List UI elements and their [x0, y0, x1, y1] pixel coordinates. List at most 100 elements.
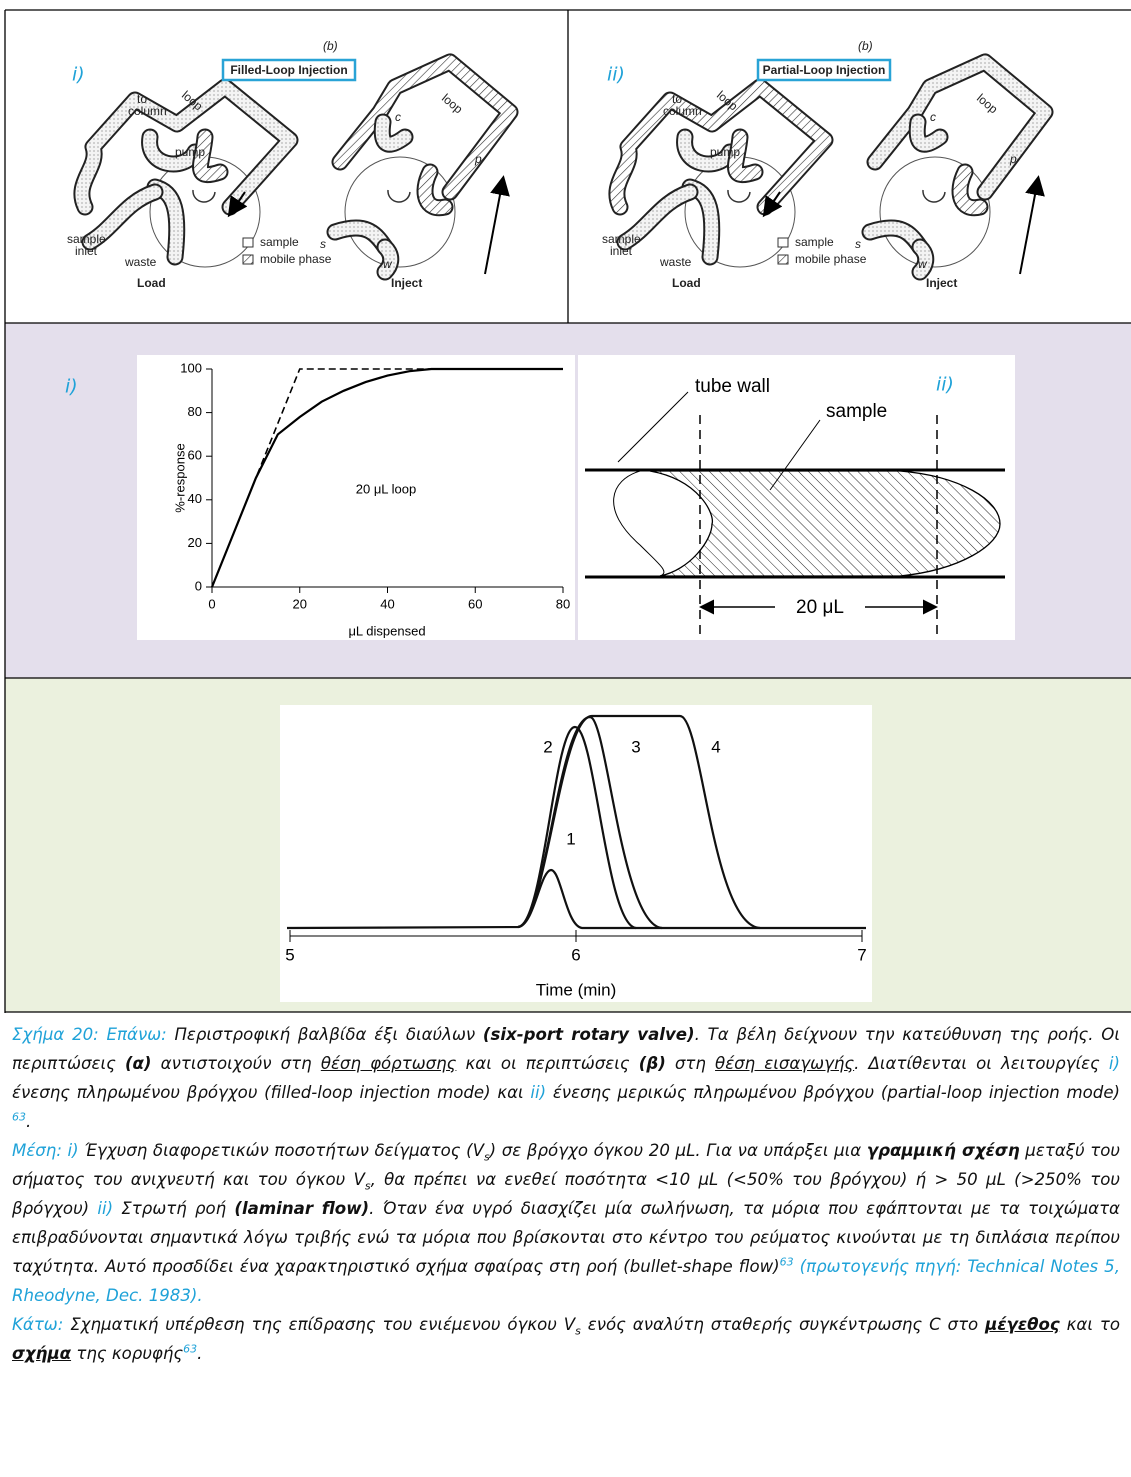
legend-text: sample	[795, 235, 834, 249]
caption-run: αντιστοιχούν στη	[152, 1054, 321, 1073]
caption-run: θέση φόρτωσης	[321, 1054, 457, 1073]
caption: Σχήμα 20: Επάνω: Περιστροφική βαλβίδα έξ…	[12, 1020, 1120, 1368]
caption-run: και οι περιπτώσεις	[456, 1054, 638, 1073]
caption-paragraph: Κάτω: Σχηματική υπέρθεση της επίδρασης τ…	[12, 1310, 1120, 1368]
caption-run: (β)	[639, 1054, 666, 1073]
caption-run: μέγεθος	[985, 1315, 1060, 1334]
waste-label: waste	[659, 255, 692, 269]
inject-label: Inject	[391, 276, 422, 290]
caption-run: Μέση: i)	[12, 1141, 79, 1160]
caption-run: .	[26, 1112, 31, 1131]
panel-label: i)	[65, 376, 78, 398]
caption-paragraph: Σχήμα 20: Επάνω: Περιστροφική βαλβίδα έξ…	[12, 1020, 1120, 1136]
part-label: (b)	[858, 39, 873, 53]
port-c: c	[395, 110, 401, 124]
y-tick-label: 60	[188, 448, 202, 463]
legend-text: sample	[260, 235, 299, 249]
caption-run: Κάτω:	[12, 1315, 63, 1334]
caption-paragraph: Μέση: i) Έγχυση διαφορετικών ποσοτήτων δ…	[12, 1136, 1120, 1310]
caption-run: (laminar flow)	[234, 1199, 369, 1218]
port-s: s	[320, 237, 326, 251]
port-c: c	[930, 110, 936, 124]
legend-swatch	[778, 255, 788, 264]
x-axis-label: Time (min)	[536, 980, 617, 999]
legend-swatch	[243, 255, 253, 264]
port-p: p	[474, 152, 482, 166]
annotation: 20 μL loop	[356, 481, 417, 496]
caption-run: ενός αναλύτη σταθερής συγκέντρωσης C στο	[581, 1315, 985, 1334]
panel-label: ii)	[607, 64, 625, 86]
caption-run: i)	[1109, 1054, 1120, 1073]
image-frame	[137, 355, 575, 640]
caption-run: 63	[780, 1255, 794, 1268]
y-tick-label: 20	[188, 535, 202, 550]
x-tick-label: 60	[468, 596, 482, 611]
legend-swatch	[778, 238, 788, 247]
x-axis-label: μL dispensed	[348, 623, 425, 638]
x-tick-label: 20	[293, 596, 307, 611]
x-tick-label: 7	[857, 945, 866, 964]
caption-run: .	[197, 1344, 202, 1363]
curve-label: 4	[711, 737, 720, 756]
caption-run: στη	[666, 1054, 715, 1073]
caption-run: 63	[12, 1110, 26, 1123]
caption-run: ii)	[530, 1083, 546, 1102]
caption-run: γραμμική σχέση	[867, 1141, 1020, 1160]
caption-run: Σχηματική υπέρθεση της επίδρασης του ενι…	[63, 1315, 575, 1334]
waste-label: waste	[124, 255, 157, 269]
caption-run: (α)	[125, 1054, 152, 1073]
pump-label: pump	[710, 145, 740, 159]
caption-run: Έγχυση διαφορετικών ποσοτήτων δείγματος …	[79, 1141, 484, 1160]
x-tick-label: 5	[285, 945, 294, 964]
caption-run: της κορυφής	[71, 1344, 183, 1363]
curve-label: 3	[631, 737, 640, 756]
to-column: column	[663, 104, 702, 118]
curve-label: 2	[543, 737, 552, 756]
caption-run: και το	[1060, 1315, 1120, 1334]
text-tube-wall: tube wall	[695, 376, 770, 397]
caption-run: ) σε βρόγχο όγκου 20 μL. Για να υπάρξει …	[490, 1141, 867, 1160]
sample-inlet: inlet	[610, 244, 633, 258]
caption-run: (six-port rotary valve)	[483, 1025, 695, 1044]
caption-run: Περιστροφική βαλβίδα έξι διαύλων	[167, 1025, 483, 1044]
caption-run: θέση εισαγωγής	[715, 1054, 854, 1073]
y-tick-label: 80	[188, 404, 202, 419]
load-label: Load	[672, 276, 701, 290]
load-label: Load	[137, 276, 166, 290]
panel-label: ii)	[936, 374, 954, 396]
x-tick-label: 6	[571, 945, 580, 964]
to-column: column	[128, 104, 167, 118]
y-tick-label: 0	[195, 578, 202, 593]
port-w: w	[383, 257, 393, 271]
page: tube wall sample 20 μL ii) 1 2 3 4 (b) Fille…	[0, 0, 1131, 1477]
mode-title: Filled-Loop Injection	[230, 63, 347, 77]
caption-run: ένεσης μερικώς πληρωμένου βρόγχου (parti…	[546, 1083, 1120, 1102]
caption-run: . Διατίθενται οι λειτουργίες	[854, 1054, 1109, 1073]
inject-label: Inject	[926, 276, 957, 290]
caption-run: ii)	[97, 1199, 113, 1218]
port-w: w	[918, 257, 928, 271]
port-p: p	[1009, 152, 1017, 166]
panel-label: i)	[72, 64, 85, 86]
legend-swatch	[243, 238, 253, 247]
x-tick-label: 80	[556, 596, 570, 611]
text-sample: sample	[826, 401, 887, 422]
sample-inlet: inlet	[75, 244, 98, 258]
y-tick-label: 40	[188, 491, 202, 506]
curve-label: 1	[566, 829, 575, 848]
pump-label: pump	[175, 145, 205, 159]
text-volume: 20 μL	[796, 597, 844, 618]
x-tick-label: 0	[208, 596, 215, 611]
legend-text: mobile phase	[260, 252, 332, 266]
caption-run: Στρωτή ροή	[113, 1199, 234, 1218]
caption-run: ένεσης πληρωμένου βρόγχου (filled-loop i…	[12, 1083, 530, 1102]
caption-run: Σχήμα 20: Επάνω:	[12, 1025, 167, 1044]
x-tick-label: 40	[380, 596, 394, 611]
legend-text: mobile phase	[795, 252, 867, 266]
y-axis-label: %-response	[172, 443, 187, 512]
mode-title: Partial-Loop Injection	[763, 63, 886, 77]
caption-run: σχήμα	[12, 1344, 71, 1363]
part-label: (b)	[323, 39, 338, 53]
y-tick-label: 100	[180, 360, 202, 375]
port-s: s	[855, 237, 861, 251]
